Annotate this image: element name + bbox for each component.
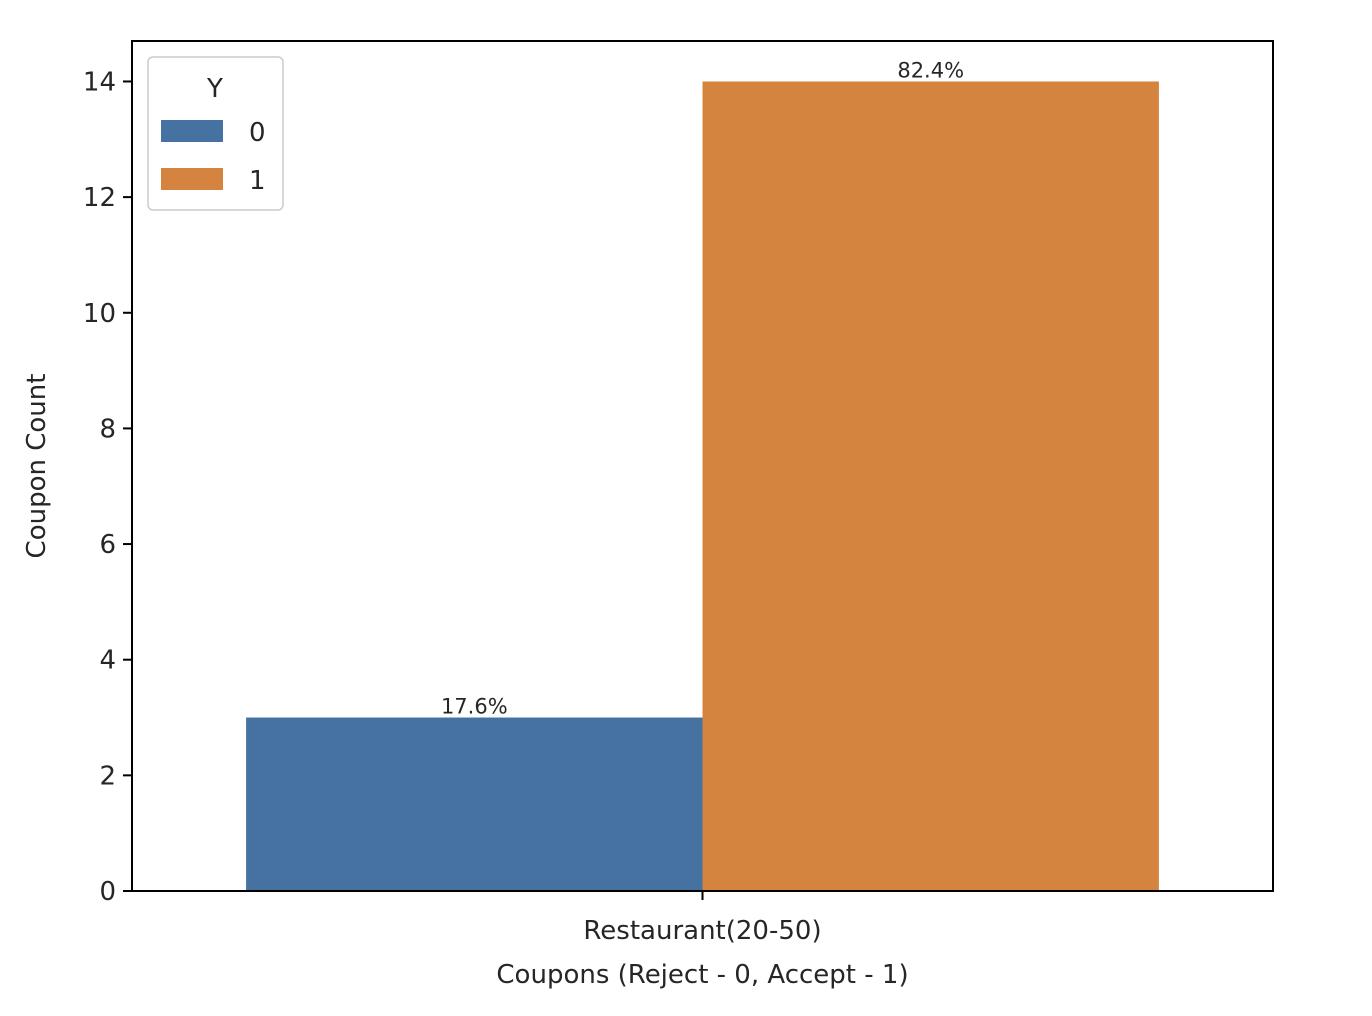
bar-series-0-0	[246, 717, 703, 891]
legend: Y 01	[147, 56, 284, 211]
y-tick-label-4: 8	[99, 414, 116, 444]
y-tick-label-3: 6	[99, 530, 116, 560]
legend-title: Y	[206, 74, 223, 104]
legend-entries: 01	[161, 118, 266, 196]
data-label-series-1-0: 82.4%	[897, 58, 964, 82]
y-tick-label-1: 2	[99, 761, 116, 791]
y-tick-label-0: 0	[99, 877, 116, 907]
legend-label-0: 0	[249, 118, 266, 148]
legend-label-1: 1	[249, 166, 266, 196]
y-tick-label-2: 4	[99, 646, 116, 676]
y-axis-label: Coupon Count	[22, 374, 52, 559]
legend-swatch-0	[161, 120, 223, 142]
x-axis-ticks: Restaurant(20-50)	[583, 891, 822, 946]
y-tick-label-5: 10	[83, 299, 116, 329]
bar-series-1-0	[702, 81, 1159, 891]
y-tick-label-7: 14	[83, 67, 116, 97]
y-axis-ticks: 0 2 4 6 8 10 12 14	[83, 67, 132, 907]
y-tick-label-6: 12	[83, 183, 116, 213]
bars-group	[246, 81, 1159, 891]
legend-swatch-1	[161, 168, 223, 190]
x-axis-label: Coupons (Reject - 0, Accept - 1)	[496, 960, 908, 990]
x-tick-label-0: Restaurant(20-50)	[583, 916, 821, 946]
data-label-series-0-0: 17.6%	[441, 695, 508, 719]
data-labels-group: 17.6% 82.4%	[441, 58, 964, 718]
